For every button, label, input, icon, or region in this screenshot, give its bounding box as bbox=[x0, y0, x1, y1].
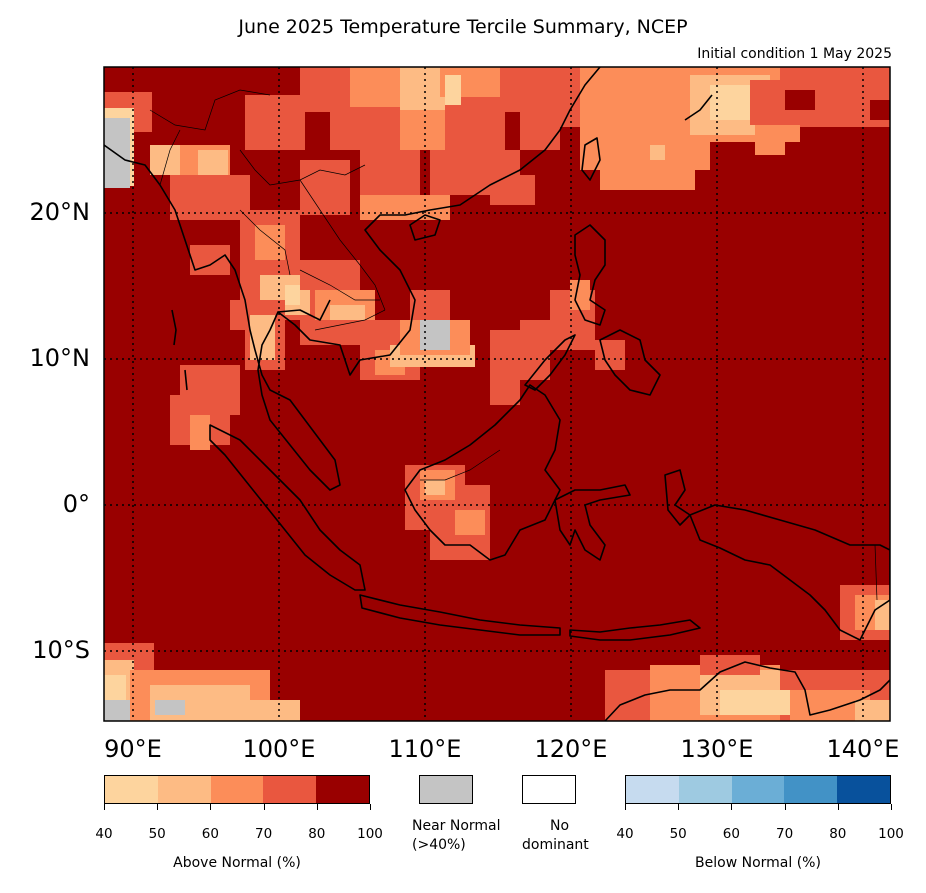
borders bbox=[149, 89, 878, 601]
above-normal-tick-label: 80 bbox=[308, 826, 326, 842]
map-frame bbox=[103, 66, 891, 722]
lat-label-10s: 10°S bbox=[32, 636, 90, 664]
patches-indochina bbox=[230, 210, 475, 380]
above-normal-tick-label: 60 bbox=[201, 826, 219, 842]
below-normal-swatch-0 bbox=[626, 776, 679, 803]
near-normal-label: Near Normal (>40%) bbox=[412, 818, 501, 853]
patches-northeast bbox=[550, 67, 890, 190]
below-normal-tick-label: 70 bbox=[776, 826, 794, 842]
lon-label-120e: 120°E bbox=[534, 735, 608, 763]
below-normal-swatch-3 bbox=[784, 776, 838, 803]
above-normal-swatch-1 bbox=[157, 776, 211, 803]
above-normal-colorbar bbox=[104, 775, 370, 804]
below-normal-colorbar bbox=[625, 775, 891, 804]
patches-borneo bbox=[405, 465, 490, 560]
above-normal-tick-label: 40 bbox=[95, 826, 113, 842]
above-normal-tickmark bbox=[210, 804, 212, 810]
patches-north bbox=[300, 67, 560, 220]
gridlines bbox=[104, 67, 890, 721]
below-normal-tickmark bbox=[625, 804, 626, 810]
map-subtitle: Initial condition 1 May 2025 bbox=[697, 46, 892, 62]
above-normal-swatch-2 bbox=[210, 776, 264, 803]
coastlines bbox=[104, 67, 890, 721]
map-title: June 2025 Temperature Tercile Summary, N… bbox=[238, 16, 688, 38]
lat-label-20n: 20°N bbox=[29, 198, 91, 226]
near-normal-swatch bbox=[419, 775, 473, 804]
patches-andaman bbox=[170, 365, 240, 450]
above-normal-swatch-0 bbox=[105, 776, 158, 803]
above-normal-tickmark bbox=[157, 804, 159, 810]
lon-label-100e: 100°E bbox=[242, 735, 316, 763]
below-normal-swatch-4 bbox=[837, 776, 890, 803]
lon-label-110e: 110°E bbox=[388, 735, 462, 763]
below-normal-tickmark bbox=[678, 804, 680, 810]
below-normal-tick-label: 100 bbox=[878, 826, 904, 842]
below-normal-swatch-2 bbox=[731, 776, 785, 803]
patches-south bbox=[104, 643, 890, 721]
patches-northwest bbox=[104, 92, 305, 275]
above-normal-tick-label: 50 bbox=[148, 826, 166, 842]
below-normal-tick-label: 50 bbox=[669, 826, 687, 842]
lat-label-10n: 10°N bbox=[29, 344, 91, 372]
below-normal-tickmark bbox=[731, 804, 733, 810]
above-normal-tick-label: 70 bbox=[255, 826, 273, 842]
below-normal-tick-label: 60 bbox=[722, 826, 740, 842]
above-normal-tickmark bbox=[263, 804, 265, 810]
above-normal-tickmark bbox=[316, 804, 318, 810]
lon-label-140e: 140°E bbox=[826, 735, 900, 763]
above-normal-tickmark bbox=[370, 804, 371, 810]
above-normal-swatch-4 bbox=[316, 776, 369, 803]
below-normal-tickmark bbox=[891, 804, 892, 810]
above-normal-tick-label: 100 bbox=[357, 826, 383, 842]
below-normal-tick-label: 80 bbox=[829, 826, 847, 842]
below-normal-tick-label: 40 bbox=[616, 826, 634, 842]
no-dominant-label: No dominant bbox=[522, 818, 589, 853]
below-normal-tickmark bbox=[837, 804, 839, 810]
above-normal-swatch-3 bbox=[263, 776, 317, 803]
lon-label-90e: 90°E bbox=[104, 735, 162, 763]
below-normal-swatch-1 bbox=[678, 776, 732, 803]
patches-scs bbox=[490, 280, 625, 405]
no-dominant-swatch bbox=[522, 775, 576, 804]
above-normal-tickmark bbox=[104, 804, 105, 810]
lon-label-130e: 130°E bbox=[680, 735, 754, 763]
above-normal-label: Above Normal (%) bbox=[173, 855, 301, 871]
below-normal-tickmark bbox=[784, 804, 786, 810]
lat-label-0: 0° bbox=[62, 490, 90, 518]
below-normal-label: Below Normal (%) bbox=[695, 855, 821, 871]
